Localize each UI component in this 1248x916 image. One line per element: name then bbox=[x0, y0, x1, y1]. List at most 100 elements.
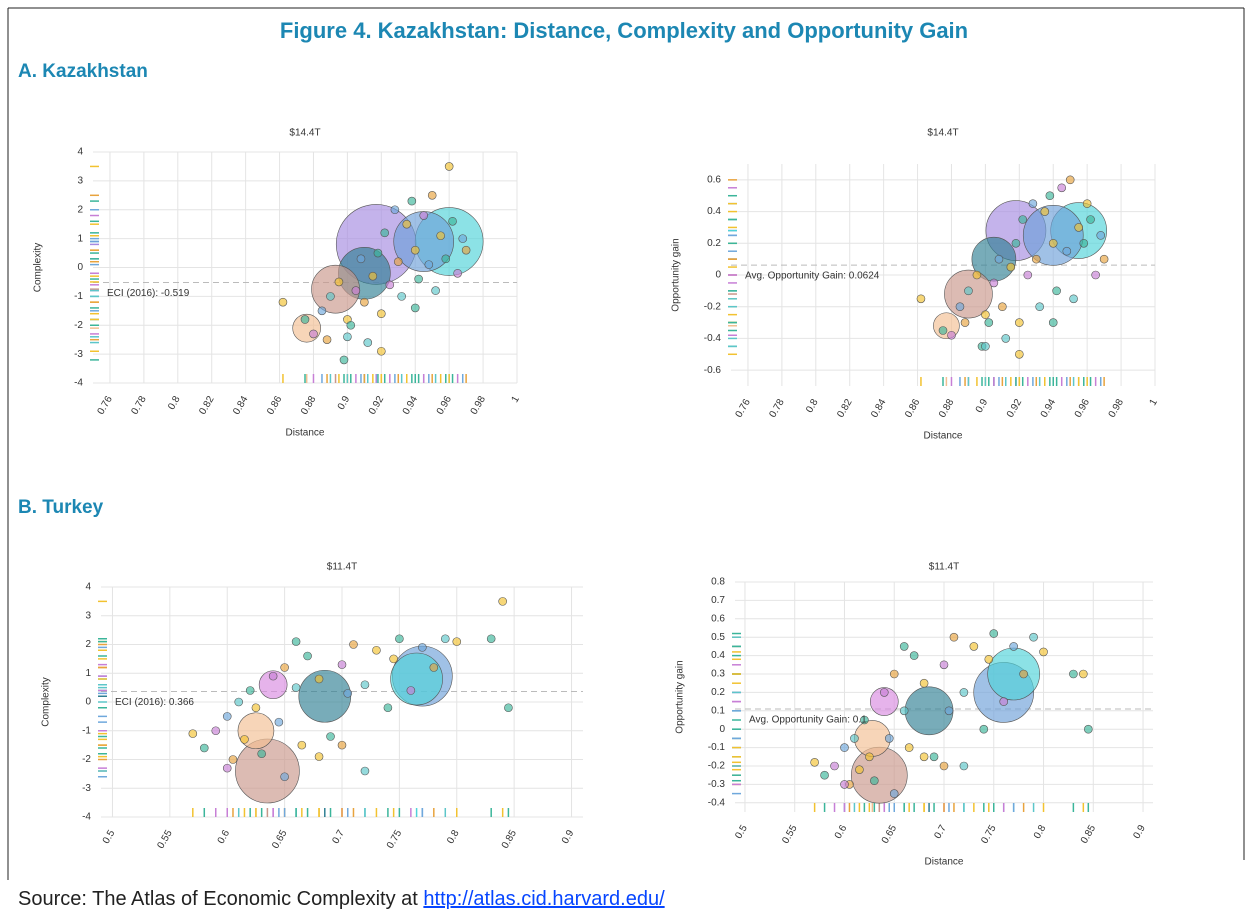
x-tick-label: 0.86 bbox=[903, 397, 922, 420]
bubble bbox=[427, 191, 437, 200]
bubble bbox=[410, 245, 420, 255]
reference-label: Avg. Opportunity Gain: 0.0624 bbox=[745, 271, 880, 282]
bubble bbox=[981, 310, 990, 319]
bubble bbox=[1079, 669, 1088, 679]
x-tick-label: 0.98 bbox=[469, 394, 488, 417]
bubble bbox=[850, 734, 859, 743]
y-tick-label: -3 bbox=[82, 783, 91, 794]
bubble bbox=[240, 735, 249, 744]
x-tick-label: 0.92 bbox=[1005, 397, 1024, 420]
bubble bbox=[947, 330, 956, 340]
x-tick-label: 0.5 bbox=[733, 823, 750, 841]
bubble bbox=[1069, 669, 1078, 679]
bubble bbox=[498, 597, 507, 606]
x-tick-label: 0.85 bbox=[1079, 823, 1098, 846]
bubble bbox=[314, 674, 324, 684]
x-tick-label: 0.6 bbox=[833, 823, 850, 841]
y-tick-label: 0.1 bbox=[711, 705, 725, 716]
bubble bbox=[1035, 302, 1044, 312]
bubble bbox=[303, 651, 312, 661]
y-tick-label: 0 bbox=[77, 262, 83, 273]
bubble bbox=[373, 248, 383, 258]
bubble bbox=[268, 671, 278, 681]
chart-title: $14.4T bbox=[927, 128, 958, 139]
x-tick-label: 0.9 bbox=[560, 828, 577, 846]
x-tick-label: 0.8 bbox=[166, 394, 183, 412]
bubble bbox=[1069, 294, 1078, 304]
y-axis-label: Complexity bbox=[33, 243, 44, 292]
y-tick-label: -0.4 bbox=[708, 797, 726, 808]
y-tick-label: 3 bbox=[85, 610, 91, 621]
bubble bbox=[969, 642, 979, 651]
bubble bbox=[972, 270, 982, 280]
x-tick-label: 0.7 bbox=[932, 823, 949, 841]
y-tick-label: -0.6 bbox=[704, 365, 722, 376]
bubble bbox=[235, 738, 300, 804]
x-tick-label: 0.78 bbox=[768, 397, 787, 420]
y-tick-label: 4 bbox=[77, 147, 83, 158]
bubble bbox=[1086, 215, 1095, 224]
bubble bbox=[397, 292, 406, 301]
panel-label: A. Kazakhstan bbox=[18, 61, 148, 82]
y-tick-label: -1 bbox=[74, 291, 83, 302]
bubble bbox=[339, 355, 349, 365]
bubble bbox=[869, 687, 899, 716]
y-tick-label: 0.2 bbox=[711, 687, 725, 698]
bubble bbox=[1045, 191, 1055, 201]
y-tick-label: 0.8 bbox=[711, 577, 725, 588]
source-link[interactable]: http://atlas.cid.harvard.edu/ bbox=[423, 888, 665, 910]
bubble bbox=[298, 669, 352, 723]
bubble bbox=[199, 743, 209, 753]
bubble bbox=[916, 294, 926, 304]
source-note: Source: The Atlas of Economic Complexity… bbox=[18, 888, 665, 910]
bubble bbox=[1001, 334, 1011, 343]
bubble bbox=[326, 732, 335, 741]
bubble bbox=[939, 660, 949, 670]
x-tick-label: 0.7 bbox=[330, 828, 347, 846]
bubble bbox=[461, 245, 471, 255]
bubble bbox=[390, 205, 400, 215]
bubble bbox=[441, 254, 451, 264]
bubble bbox=[1057, 183, 1067, 193]
bubble bbox=[228, 755, 238, 764]
bubble bbox=[964, 286, 973, 296]
y-tick-label: 1 bbox=[77, 233, 83, 244]
x-tick-label: 0.65 bbox=[880, 823, 899, 846]
panel-label: B. Turkey bbox=[18, 497, 104, 518]
bubble bbox=[337, 740, 347, 750]
bubble bbox=[234, 697, 244, 707]
bubble bbox=[1079, 238, 1089, 248]
bubble bbox=[334, 277, 344, 287]
x-tick-label: 1 bbox=[510, 394, 523, 405]
bubble bbox=[899, 706, 909, 716]
chart-title: $11.4T bbox=[327, 562, 357, 573]
bubble bbox=[257, 749, 266, 759]
bubble bbox=[1031, 254, 1041, 264]
y-tick-label: -0.3 bbox=[708, 779, 726, 790]
bubble bbox=[889, 669, 899, 679]
bubble bbox=[810, 758, 819, 767]
bubble bbox=[1052, 286, 1061, 296]
y-tick-label: -2 bbox=[74, 320, 83, 331]
bubble bbox=[407, 196, 417, 206]
x-tick-label: 0.8 bbox=[445, 828, 462, 846]
bubble bbox=[1009, 642, 1018, 651]
reference-label: ECI (2016): -0.519 bbox=[107, 288, 190, 299]
x-tick-label: 0.88 bbox=[299, 394, 318, 417]
x-tick-label: 0.75 bbox=[385, 828, 404, 851]
bubble bbox=[1006, 262, 1016, 272]
bubble bbox=[424, 260, 434, 269]
bubble bbox=[448, 217, 457, 226]
bubble bbox=[840, 743, 849, 752]
bubble bbox=[486, 634, 496, 644]
y-tick-label: 0.6 bbox=[711, 613, 725, 624]
bubble bbox=[1040, 207, 1050, 216]
bubble bbox=[938, 326, 948, 335]
reference-label: Avg. Opportunity Gain: 0.1 bbox=[749, 715, 867, 726]
y-tick-label: 0.4 bbox=[711, 650, 725, 661]
bubble bbox=[889, 789, 899, 798]
bubble bbox=[222, 712, 232, 721]
bubble bbox=[949, 632, 959, 642]
bubble bbox=[1018, 215, 1028, 224]
bubble bbox=[989, 278, 999, 288]
